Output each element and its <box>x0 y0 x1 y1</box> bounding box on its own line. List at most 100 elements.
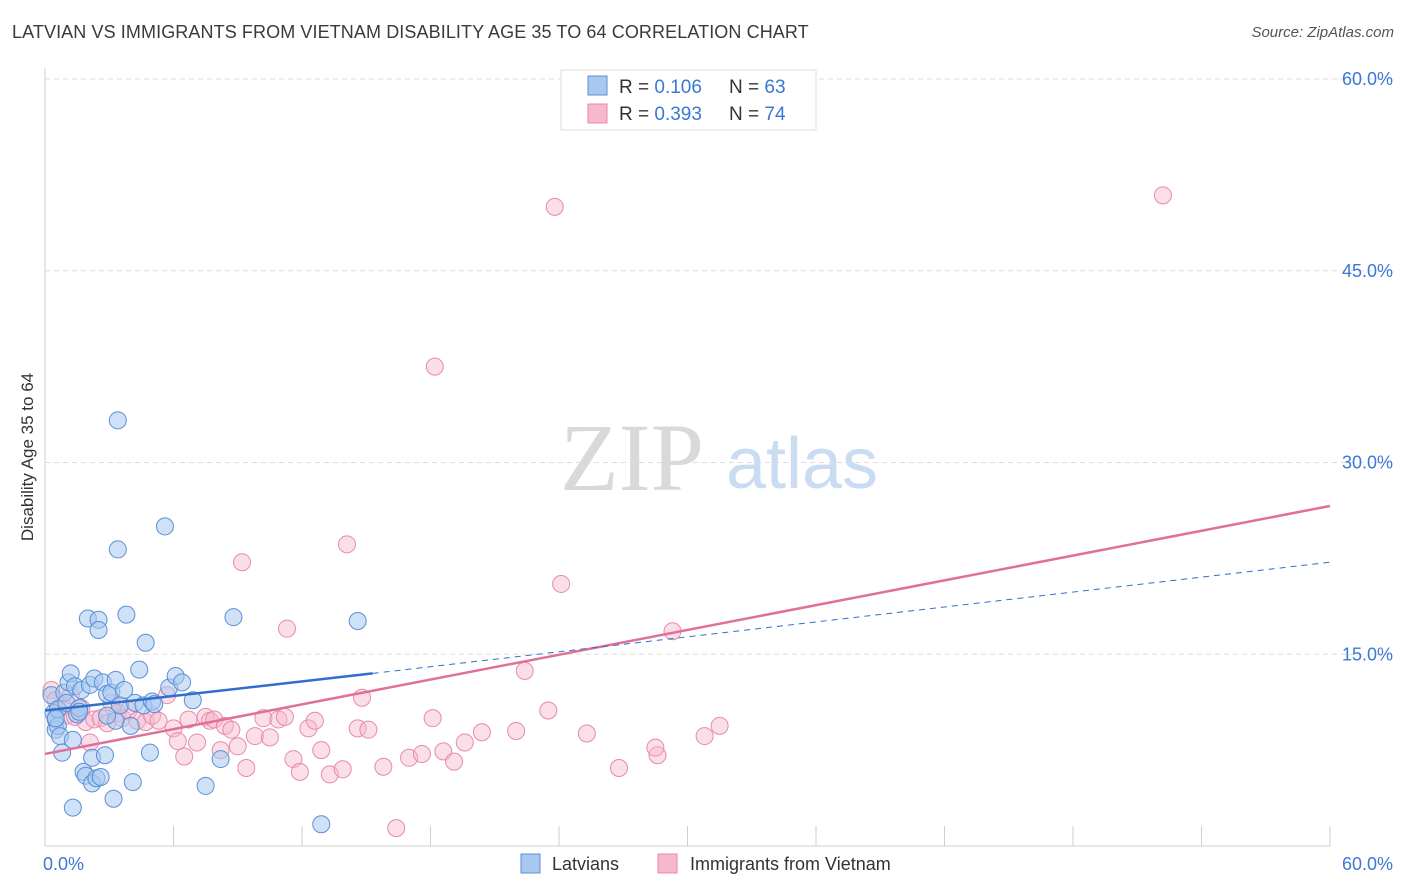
latvians-point-41 <box>121 716 140 735</box>
vietnam-point-49 <box>337 535 356 554</box>
tick-labels: 15.0% 30.0% 45.0% 60.0% 0.0% 60.0% <box>43 69 1393 874</box>
latvians-point-56 <box>211 750 230 769</box>
watermark: ZIP atlas <box>560 404 878 511</box>
latvians-point-39 <box>115 681 134 700</box>
latvians-point-12 <box>63 730 82 749</box>
vietnam-point-40 <box>275 707 294 726</box>
vietnam-point-9 <box>80 733 99 752</box>
latvians-point-46 <box>136 633 155 652</box>
axes <box>44 68 1331 847</box>
vietnam-point-44 <box>299 719 318 738</box>
legend-n-value-2: 74 <box>764 104 786 125</box>
vietnam-point-34 <box>233 553 252 572</box>
latvians-point-58 <box>312 815 331 834</box>
x-tick-label-1: 60.0% <box>1342 854 1393 874</box>
legend-n-label-2: N = <box>729 104 764 125</box>
vietnam-point-62 <box>507 721 526 740</box>
watermark-atlas: atlas <box>726 424 878 504</box>
vietnam-point-54 <box>387 819 406 838</box>
series-vietnam-points <box>42 186 1172 838</box>
svg-text:R = 0.393: R = 0.393 <box>619 104 702 125</box>
legend-n-label-1: N = <box>729 77 764 98</box>
vietnam-point-23 <box>168 732 187 751</box>
latvians-point-53 <box>173 673 192 692</box>
vietnam-point-61 <box>472 723 491 742</box>
vietnam-point-63 <box>515 661 534 680</box>
trend-lines <box>44 504 1331 756</box>
legend-swatch-vietnam <box>587 103 608 124</box>
vietnam-point-60 <box>455 733 474 752</box>
latvians-point-57 <box>224 608 243 627</box>
vietnam-point-48 <box>333 760 352 779</box>
svg-text:N = 74: N = 74 <box>729 104 786 125</box>
vietnam-point-74 <box>425 357 444 376</box>
y-tick-label-1: 30.0% <box>1342 453 1393 473</box>
vietnam-point-38 <box>260 728 279 747</box>
legend-bottom-label-vietnam: Immigrants from Vietnam <box>690 854 891 874</box>
trend-line-latvians-dashed <box>372 561 1331 674</box>
vietnam-point-20 <box>149 711 168 730</box>
legend-r-value-2: 0.393 <box>654 104 702 125</box>
y-tick-label-0: 15.0% <box>1342 644 1393 664</box>
legend-swatch-latvians <box>587 75 608 96</box>
legend-bottom-swatch-latvians <box>520 853 541 874</box>
series-latvians-points <box>42 411 367 834</box>
vietnam-point-52 <box>359 720 378 739</box>
vietnam-point-32 <box>222 720 241 739</box>
x-tick-label-0: 0.0% <box>43 854 84 874</box>
vietnam-point-43 <box>290 762 309 781</box>
legend-r-label-2: R = <box>619 104 654 125</box>
vietnam-point-57 <box>423 709 442 728</box>
vietnam-point-53 <box>374 757 393 776</box>
legend-top: R = 0.106 N = 63 R = 0.393 N = 74 <box>560 69 817 131</box>
latvians-point-42 <box>123 773 142 792</box>
trend-line-latvians <box>44 672 373 712</box>
latvians-point-59 <box>348 612 367 631</box>
svg-text:R = 0.106: R = 0.106 <box>619 77 702 98</box>
latvians-point-40 <box>117 605 136 624</box>
vietnam-point-35 <box>237 759 256 778</box>
latvians-point-50 <box>155 517 174 536</box>
vietnam-point-64 <box>539 701 558 720</box>
vietnam-point-24 <box>175 747 194 766</box>
svg-text:N = 63: N = 63 <box>729 77 786 98</box>
latvians-point-60 <box>46 709 65 728</box>
vietnam-point-72 <box>710 716 729 735</box>
vietnam-point-56 <box>412 744 431 763</box>
y-tick-label-3: 60.0% <box>1342 69 1393 89</box>
latvians-point-28 <box>91 767 110 786</box>
source-label: Source: ZipAtlas.com <box>1251 24 1394 41</box>
y-tick-label-2: 45.0% <box>1342 261 1393 281</box>
latvians-point-54 <box>183 691 202 710</box>
vietnam-point-65 <box>545 197 564 216</box>
vietnam-point-46 <box>312 741 331 760</box>
vietnam-point-36 <box>245 727 264 746</box>
legend-bottom-swatch-vietnam <box>657 853 678 874</box>
vietnam-point-59 <box>445 752 464 771</box>
legend-bottom: Latvians Immigrants from Vietnam <box>520 853 891 874</box>
vietnam-point-41 <box>278 619 297 638</box>
latvians-point-62 <box>98 706 117 725</box>
y-axis-label: Disability Age 35 to 64 <box>18 373 37 541</box>
latvians-point-55 <box>196 776 215 795</box>
vietnam-point-45 <box>305 711 324 730</box>
legend-r-value-1: 0.106 <box>654 77 702 98</box>
legend-n-value-1: 63 <box>764 77 785 98</box>
latvians-point-44 <box>130 660 149 679</box>
vietnam-point-66 <box>552 574 571 593</box>
vietnam-point-37 <box>254 709 273 728</box>
legend-r-label-1: R = <box>619 77 654 98</box>
latvians-point-27 <box>89 620 108 639</box>
vietnam-point-67 <box>577 724 596 743</box>
vietnam-point-75 <box>646 738 665 757</box>
trend-line-vietnam <box>44 504 1331 756</box>
vietnam-point-25 <box>179 710 198 729</box>
latvians-point-33 <box>104 789 123 808</box>
watermark-zip: ZIP <box>560 404 704 511</box>
vietnam-point-26 <box>188 733 207 752</box>
legend-bottom-label-latvians: Latvians <box>552 854 619 874</box>
vietnam-point-68 <box>609 759 628 778</box>
latvians-point-47 <box>140 743 159 762</box>
latvians-point-13 <box>63 798 82 817</box>
